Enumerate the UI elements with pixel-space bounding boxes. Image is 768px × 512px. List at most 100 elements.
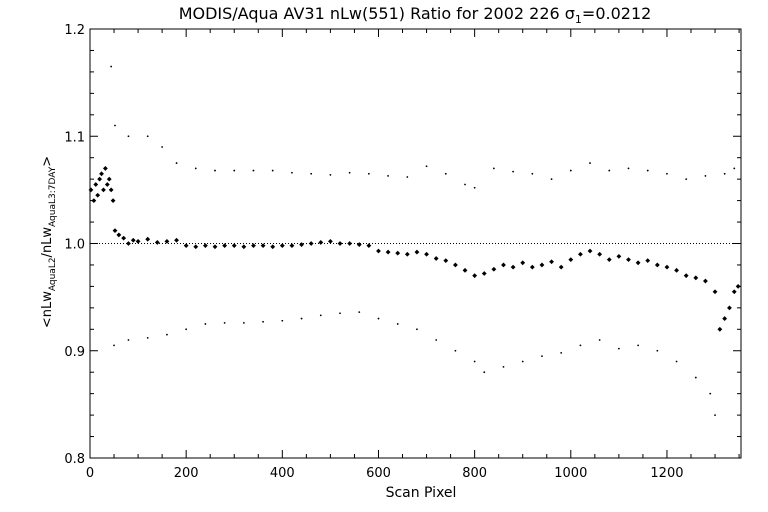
mean-ratio-point (251, 243, 256, 249)
mean-ratio-point (222, 243, 228, 249)
mean-ratio-point (126, 241, 131, 246)
upper-envelope-point (146, 135, 149, 138)
lower-envelope-point (483, 371, 486, 374)
lower-envelope-point (204, 323, 207, 325)
lower-envelope-point (714, 414, 716, 416)
mean-ratio-point (193, 244, 199, 250)
mean-ratio-point (424, 251, 429, 257)
y-tick-label: 0.8 (64, 452, 85, 467)
mean-ratio-point (93, 182, 99, 187)
mean-ratio-point (366, 243, 372, 249)
lower-envelope-point (358, 311, 361, 314)
y-tick-label: 0.9 (64, 345, 85, 360)
mean-ratio-point (270, 244, 276, 250)
mean-ratio-point (130, 237, 136, 243)
mean-ratio-point (108, 187, 114, 193)
upper-envelope-point (569, 169, 572, 172)
upper-envelope-point (733, 167, 736, 170)
mean-ratio-point (145, 236, 151, 242)
mean-ratio-point (491, 266, 497, 272)
lower-envelope-point (166, 333, 168, 336)
mean-ratio-point (597, 251, 603, 257)
mean-ratio-point (616, 253, 622, 259)
y-tick-label: 1.2 (64, 23, 85, 38)
mean-ratio-point (135, 238, 141, 244)
mean-ratio-point (731, 289, 737, 295)
lower-envelope-point (617, 347, 620, 350)
mean-ratio-point (703, 278, 708, 284)
mean-ratio-point (727, 305, 732, 311)
y-tick-label: 1.1 (64, 130, 85, 145)
upper-envelope-point (685, 178, 688, 181)
mean-ratio-point (376, 248, 381, 254)
mean-ratio-point (635, 260, 641, 266)
lower-envelope-point (416, 328, 418, 331)
mean-ratio-point (693, 275, 699, 281)
upper-envelope-point (666, 172, 668, 175)
lower-envelope-point (377, 317, 380, 320)
mean-ratio-point (510, 264, 516, 270)
upper-envelope-point (175, 162, 178, 164)
lower-envelope-point (656, 349, 659, 352)
mean-ratio-point (91, 198, 97, 203)
lower-envelope-point (319, 314, 322, 317)
mean-ratio-point (231, 243, 237, 249)
mean-ratio-point (414, 249, 420, 255)
y-tick-label: 1.0 (64, 238, 85, 253)
x-tick-label: 1200 (650, 466, 683, 481)
plot-area: 0 200 400 600 800 1000 1200 0.8 0.9 1.0 1.1 1.2 (64, 23, 742, 481)
upper-envelope-point (310, 172, 313, 175)
upper-envelope-point (464, 183, 466, 186)
lower-envelope-point (146, 336, 149, 339)
mean-ratio-point (164, 238, 170, 244)
lower-envelope-point (300, 317, 303, 320)
upper-envelope-point (723, 172, 726, 175)
mean-ratio-point (735, 284, 741, 289)
mean-ratio-point (433, 256, 439, 261)
mean-ratio-point (645, 258, 651, 264)
mean-ratio-point (308, 241, 314, 246)
x-axis-label: Scan Pixel (386, 485, 457, 501)
mean-ratio-point (520, 260, 526, 266)
mean-ratio-point (462, 267, 468, 273)
mean-ratio-point (112, 228, 118, 234)
y-axis-label: <nLwAquaL2/nLwAquaL3:7DAY> (40, 156, 58, 328)
mean-ratio-point (202, 243, 208, 249)
mean-ratio-point (578, 251, 583, 257)
lower-envelope-point (541, 355, 543, 358)
mean-ratio-point (356, 242, 362, 247)
upper-envelope-point (608, 169, 611, 172)
x-tick-label: 600 (366, 466, 391, 481)
upper-envelope-point (531, 172, 534, 175)
upper-envelope-point (425, 165, 428, 168)
mean-ratio-point (654, 262, 660, 268)
upper-envelope-point (387, 175, 389, 177)
lower-envelope-point (709, 392, 712, 395)
mean-ratio-point (289, 243, 295, 249)
mean-ratio-point (529, 264, 535, 270)
upper-envelope-point (291, 171, 293, 174)
lower-envelope-point (242, 321, 245, 324)
mean-ratio-point (260, 243, 266, 249)
mean-ratio-point (104, 182, 110, 187)
lower-envelope-point (579, 344, 582, 347)
upper-envelope-point (252, 169, 255, 172)
mean-ratio-point (174, 237, 179, 243)
lower-envelope-point (560, 351, 563, 354)
x-tick-label: 1000 (554, 466, 587, 481)
upper-envelope-point (233, 169, 236, 172)
upper-envelope-point (110, 65, 113, 68)
mean-ratio-point (337, 241, 343, 246)
lower-envelope-point (435, 339, 438, 341)
mean-ratio-point (683, 273, 689, 279)
upper-envelope-point (627, 167, 630, 170)
upper-envelope-point (704, 175, 707, 177)
mean-ratio-point (443, 258, 449, 264)
mean-ratio-point (568, 257, 574, 262)
mean-ratio-point (154, 240, 160, 245)
upper-envelope-point (492, 167, 495, 170)
lower-envelope-point (675, 360, 678, 363)
mean-ratio-point (116, 232, 122, 238)
